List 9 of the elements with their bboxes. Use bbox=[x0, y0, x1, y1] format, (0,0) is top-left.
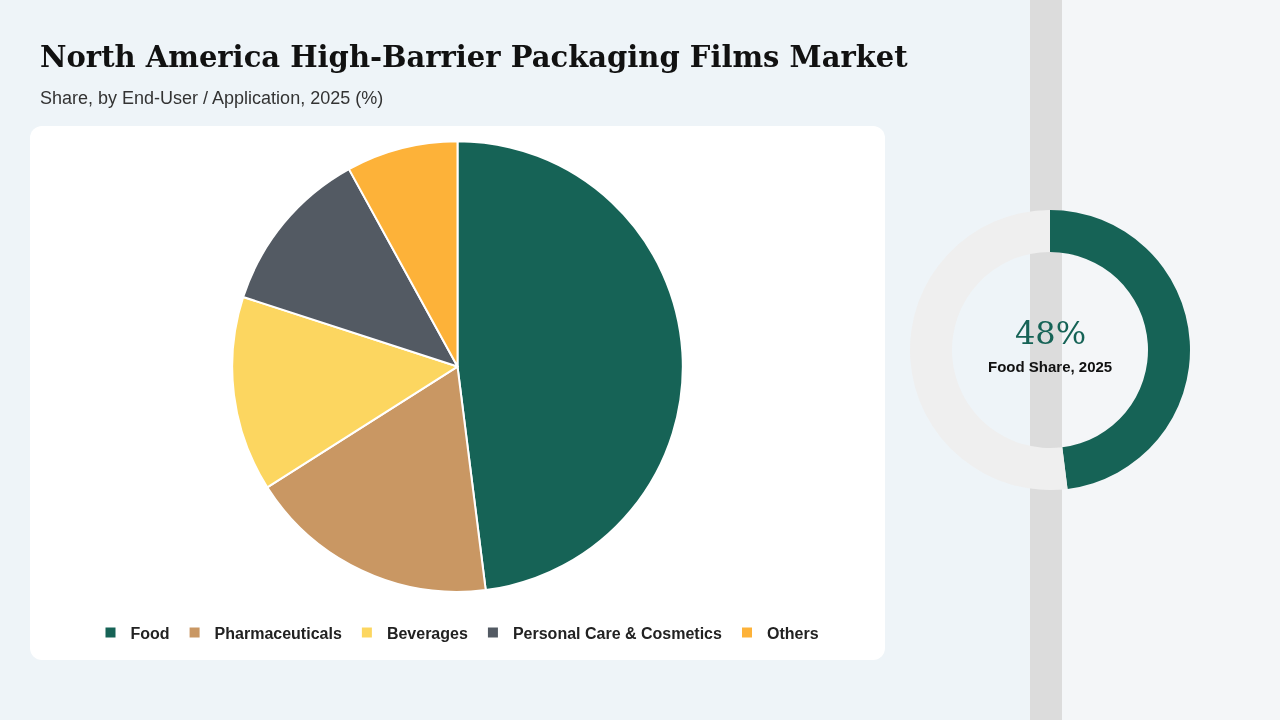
text: 48% bbox=[1015, 314, 1087, 352]
chart-title: North America High-Barrier Packaging Films Market bbox=[40, 40, 908, 74]
legend-label: Food bbox=[130, 624, 170, 642]
legend-label: Personal Care & Cosmetics bbox=[512, 624, 722, 642]
chart-subtitle: Share, by End-User / Application, 2025 (%) bbox=[40, 88, 384, 109]
text: Food Share, 2025 bbox=[988, 358, 1113, 375]
legend-label: Pharmaceuticals bbox=[214, 624, 342, 642]
legend-label: Others bbox=[767, 624, 819, 642]
legend-label: Beverages bbox=[386, 624, 468, 642]
